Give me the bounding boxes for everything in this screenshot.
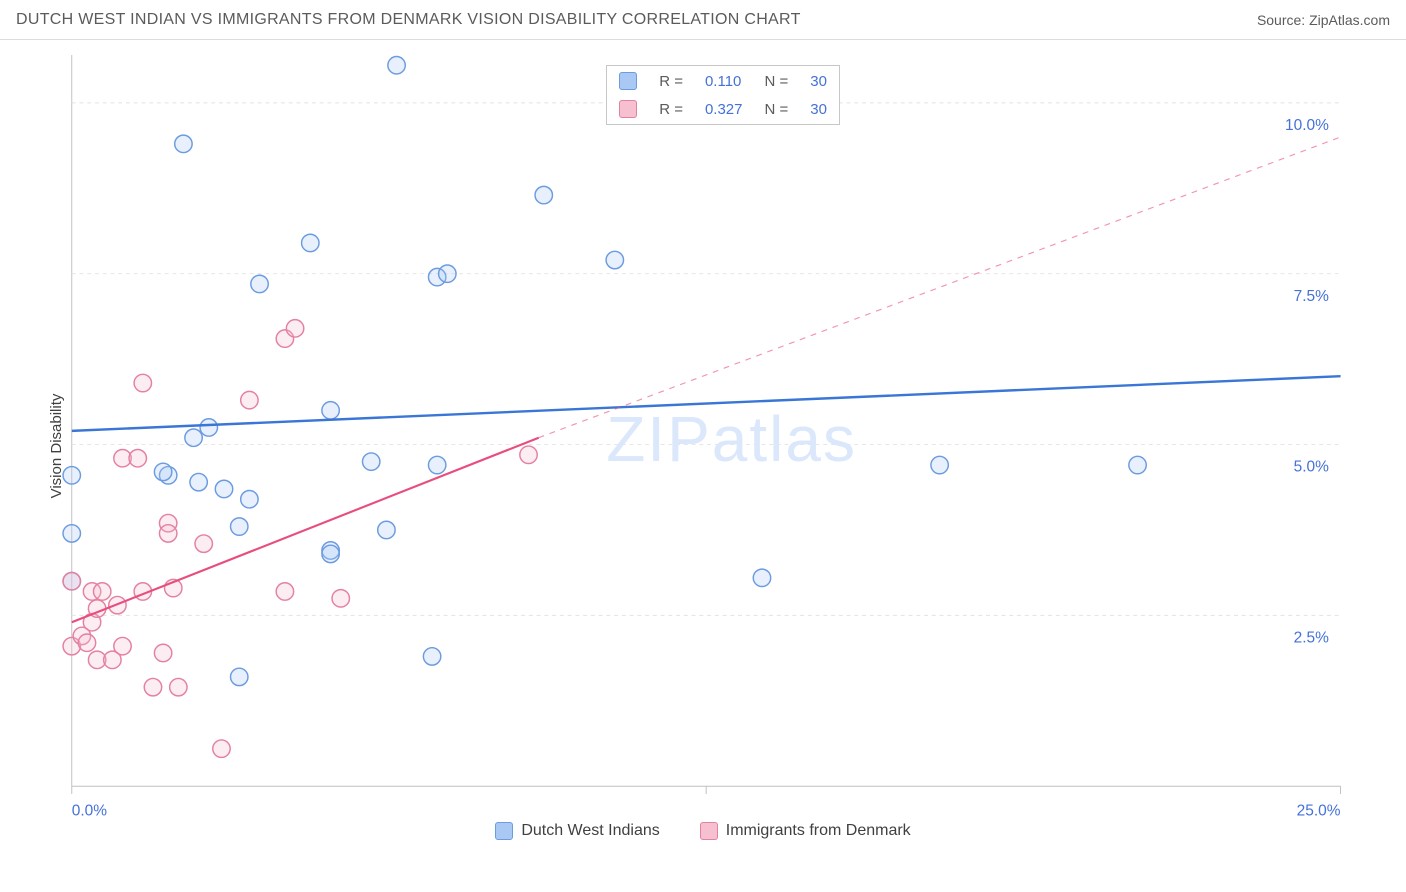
data-point	[362, 453, 379, 470]
data-point	[332, 590, 349, 607]
data-point	[388, 57, 405, 74]
data-point	[144, 678, 161, 695]
data-point	[535, 186, 552, 203]
data-point	[322, 402, 339, 419]
data-point	[428, 456, 445, 473]
data-point	[159, 525, 176, 542]
data-point	[423, 648, 440, 665]
legend-swatch	[495, 822, 513, 840]
data-point	[251, 275, 268, 292]
data-point	[931, 456, 948, 473]
data-point	[154, 644, 171, 661]
chart-area: 2.5%5.0%7.5%10.0%0.0%25.0% ZIPatlas R =0…	[46, 55, 1376, 825]
data-point	[93, 583, 110, 600]
legend-label: Dutch West Indians	[521, 822, 659, 840]
data-point	[241, 491, 258, 508]
data-point	[200, 419, 217, 436]
data-point	[520, 446, 537, 463]
data-point	[63, 525, 80, 542]
data-point	[606, 251, 623, 268]
data-point	[114, 637, 131, 654]
data-point	[322, 545, 339, 562]
legend-stats: R =0.110N =30R =0.327N =30	[606, 65, 840, 125]
data-point	[1129, 456, 1146, 473]
chart-title: DUTCH WEST INDIAN VS IMMIGRANTS FROM DEN…	[16, 11, 801, 29]
x-tick-label: 25.0%	[1297, 802, 1341, 819]
legend-stat-row: R =0.327N =30	[609, 96, 837, 122]
data-point	[63, 573, 80, 590]
data-point	[175, 135, 192, 152]
data-point	[154, 463, 171, 480]
legend-item: Immigrants from Denmark	[700, 822, 911, 840]
title-bar: DUTCH WEST INDIAN VS IMMIGRANTS FROM DEN…	[0, 0, 1406, 40]
data-point	[134, 374, 151, 391]
data-point	[213, 740, 230, 757]
data-point	[231, 518, 248, 535]
data-point	[63, 467, 80, 484]
legend-label: Immigrants from Denmark	[726, 822, 911, 840]
legend-item: Dutch West Indians	[495, 822, 659, 840]
data-point	[439, 265, 456, 282]
data-point	[302, 234, 319, 251]
data-point	[753, 569, 770, 586]
data-point	[231, 668, 248, 685]
data-point	[170, 678, 187, 695]
legend-series: Dutch West Indians Immigrants from Denmar…	[0, 822, 1406, 840]
y-tick-label: 7.5%	[1294, 288, 1330, 305]
data-point	[241, 391, 258, 408]
data-point	[129, 449, 146, 466]
data-point	[276, 583, 293, 600]
legend-swatch	[700, 822, 718, 840]
data-point	[215, 480, 232, 497]
data-point	[185, 429, 202, 446]
x-tick-label: 0.0%	[72, 802, 108, 819]
data-point	[286, 320, 303, 337]
y-tick-label: 2.5%	[1294, 630, 1330, 647]
scatter-plot: 2.5% 5.0% 7.5% 10.0% 0.0% 25.0%	[46, 55, 1376, 825]
data-point	[195, 535, 212, 552]
data-point	[190, 473, 207, 490]
source-label: Source: ZipAtlas.com	[1257, 12, 1390, 28]
legend-stat-row: R =0.110N =30	[609, 68, 837, 94]
data-point	[78, 634, 95, 651]
data-point	[378, 521, 395, 538]
y-tick-label: 5.0%	[1294, 459, 1330, 476]
y-tick-label: 10.0%	[1285, 117, 1329, 134]
